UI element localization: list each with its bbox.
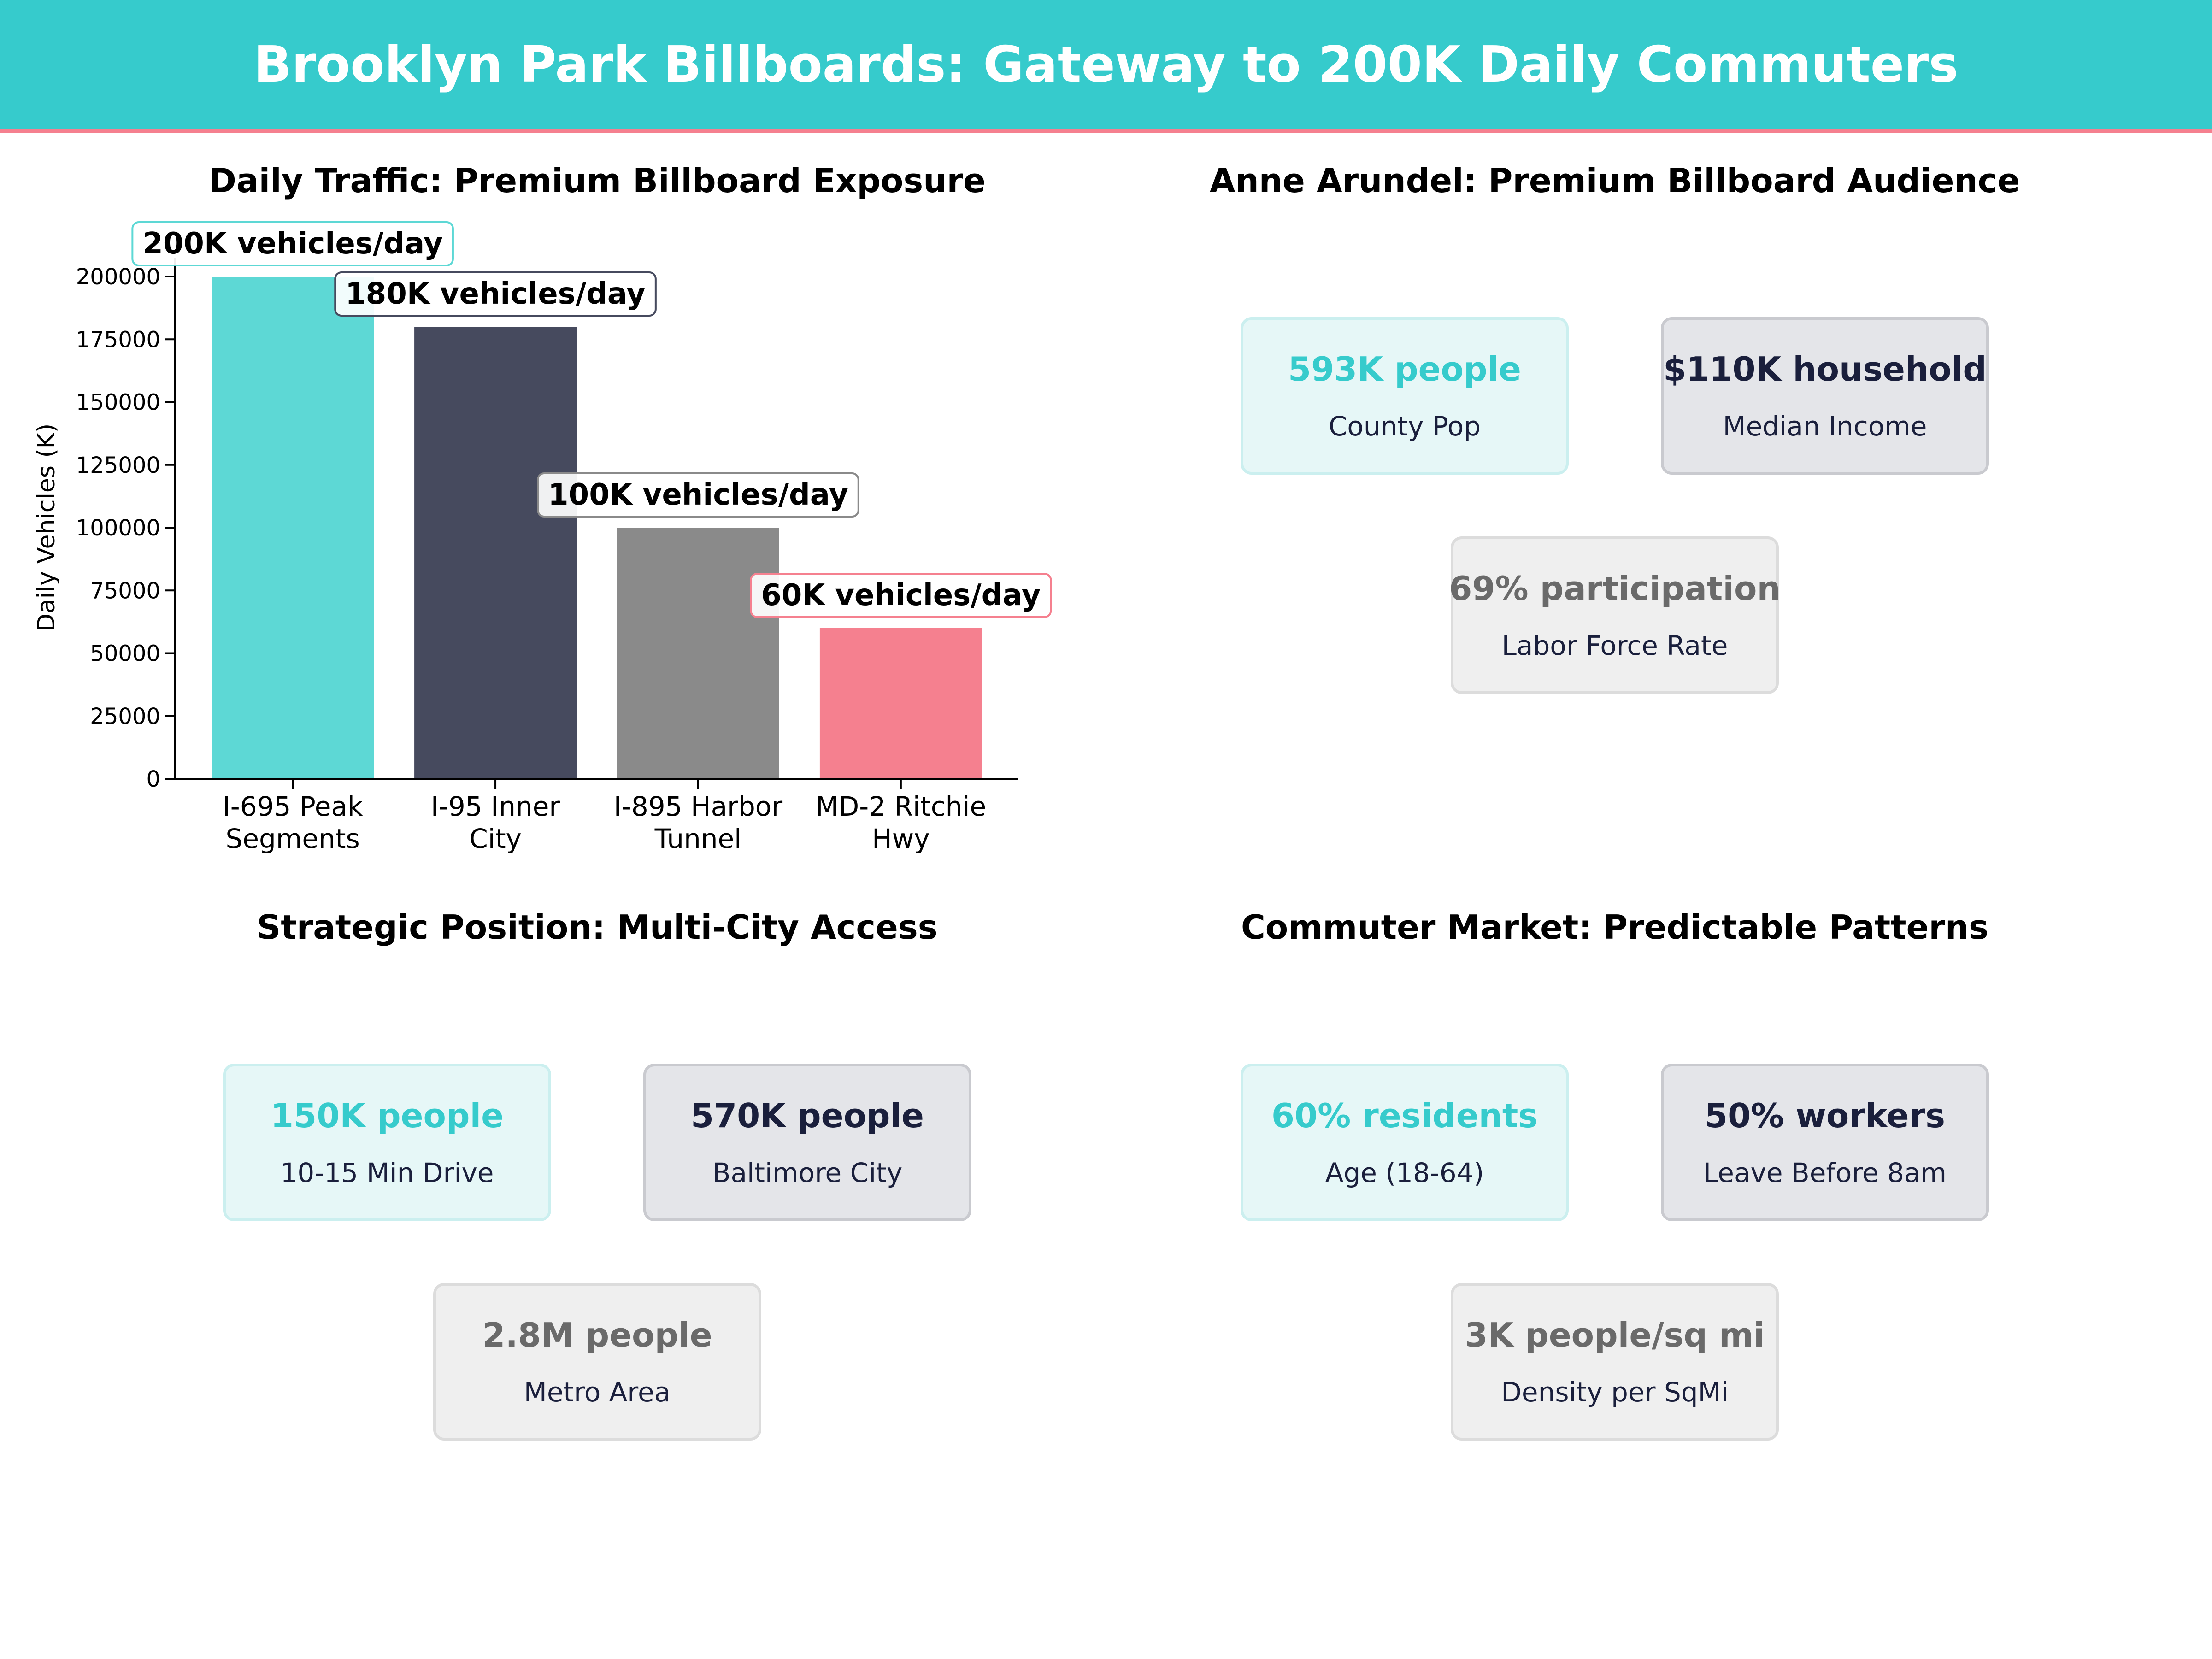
baltimore-city-card: 570K people Baltimore City (643, 1064, 971, 1221)
x-tick-label: I-895 Harbor Tunnel (614, 791, 782, 854)
card-value: 69% participation (1449, 569, 1781, 608)
data-label: 200K vehicles/day (142, 227, 443, 261)
header-banner: Brooklyn Park Billboards: Gateway to 200… (0, 0, 2212, 133)
card-value: 570K people (690, 1096, 924, 1135)
y-tick-label: 150000 (76, 390, 160, 416)
y-tick-label: 200000 (76, 264, 160, 290)
card-caption: Metro Area (524, 1377, 671, 1408)
data-label-box (537, 472, 859, 518)
data-label: 180K vehicles/day (345, 277, 646, 311)
card-caption: Median Income (1723, 411, 1927, 442)
data-label-box (334, 271, 657, 317)
data-label-box (750, 573, 1052, 618)
bar-1 (414, 327, 577, 779)
demographics-panel-title: Anne Arundel: Premium Billboard Audience (1209, 161, 2020, 200)
card-value: 3K people/sq mi (1465, 1316, 1765, 1354)
card-value: 50% workers (1704, 1096, 1946, 1135)
county-pop-card: 593K people County Pop (1241, 317, 1569, 475)
y-tick-label: 75000 (90, 578, 160, 604)
labor-force-card: 69% participation Labor Force Rate (1449, 536, 1781, 694)
x-tick-label: I-95 Inner City (431, 791, 560, 854)
y-tick-label: 175000 (76, 327, 160, 353)
position-panel-title: Strategic Position: Multi-City Access (257, 908, 938, 947)
bar-3 (819, 628, 982, 779)
card-caption: Density per SqMi (1501, 1377, 1729, 1408)
data-label: 60K vehicles/day (761, 578, 1041, 612)
card-caption: Leave Before 8am (1703, 1157, 1947, 1188)
card-caption: Age (18-64) (1325, 1157, 1484, 1188)
early-commute-card: 50% workers Leave Before 8am (1661, 1064, 1989, 1221)
traffic-chart-title: Daily Traffic: Premium Billboard Exposur… (209, 161, 986, 200)
card-caption: Baltimore City (712, 1157, 903, 1188)
metro-area-card: 2.8M people Metro Area (433, 1283, 761, 1441)
card-value: 593K people (1288, 350, 1522, 388)
density-card: 3K people/sq mi Density per SqMi (1451, 1283, 1779, 1441)
card-value: 60% residents (1271, 1096, 1538, 1135)
x-tick-label: I-695 Peak Segments (223, 791, 363, 854)
y-axis-label: Daily Vehicles (K) (33, 424, 60, 632)
y-tick-label: 25000 (90, 704, 160, 729)
card-value: $110K household (1663, 350, 1987, 388)
x-tick-label: MD-2 Ritchie Hwy (816, 791, 987, 854)
card-caption: County Pop (1328, 411, 1481, 442)
page-title: Brooklyn Park Billboards: Gateway to 200… (253, 35, 1959, 94)
drive-radius-card: 150K people 10-15 Min Drive (223, 1064, 551, 1221)
median-income-card: $110K household Median Income (1661, 317, 1989, 475)
working-age-card: 60% residents Age (18-64) (1241, 1064, 1569, 1221)
data-label: 100K vehicles/day (548, 478, 848, 512)
card-caption: 10-15 Min Drive (280, 1157, 494, 1188)
commuter-panel-title: Commuter Market: Predictable Patterns (1241, 908, 1989, 947)
bar-0 (212, 276, 374, 779)
card-value: 2.8M people (482, 1316, 712, 1354)
bar-2 (617, 528, 779, 779)
card-value: 150K people (270, 1096, 504, 1135)
y-tick-label: 125000 (76, 453, 160, 478)
y-tick-label: 0 (146, 766, 160, 792)
card-caption: Labor Force Rate (1501, 630, 1728, 661)
y-tick-label: 50000 (90, 641, 160, 667)
y-tick-label: 100000 (76, 515, 160, 541)
data-label-box (131, 221, 454, 266)
